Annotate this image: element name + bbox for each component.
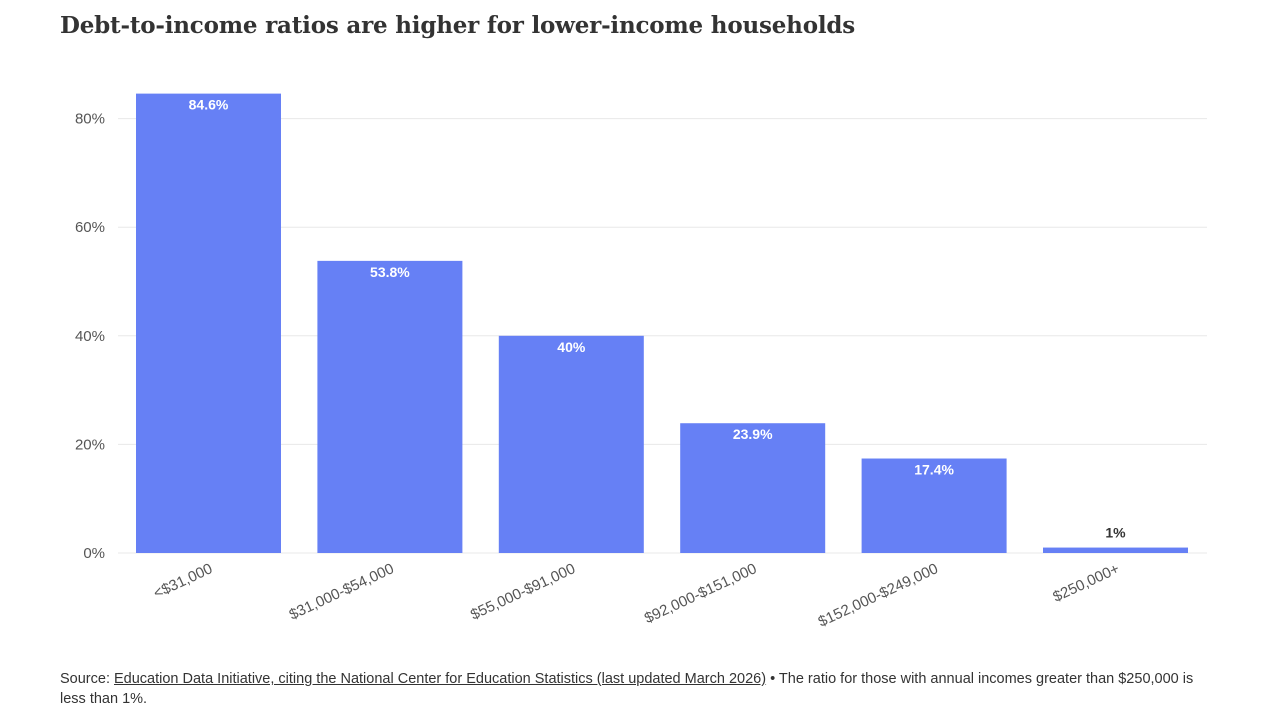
bar-value-label: 40% (557, 339, 586, 355)
y-tick-label: 20% (75, 436, 105, 453)
x-tick-label: $92,000-$151,000 (642, 560, 760, 627)
bar (680, 423, 826, 553)
x-tick-label: $250,000+ (1050, 560, 1122, 606)
bar (498, 335, 644, 553)
bar-value-labels: 84.6% 53.8% 40% 23.9% 17.4% 1% (189, 97, 1127, 541)
source-footer: Source: Education Data Initiative, citin… (60, 669, 1220, 709)
bar-value-label: 17.4% (914, 462, 954, 478)
bar-value-label: 1% (1105, 525, 1126, 541)
bar (861, 458, 1007, 553)
y-axis: 0% 20% 40% 60% 80% (75, 111, 105, 562)
bar-value-label: 84.6% (189, 97, 229, 113)
source-note: • The ratio for those with annual income… (60, 671, 1194, 707)
bar-value-label: 53.8% (370, 264, 410, 280)
gridlines (118, 118, 1207, 554)
bars (136, 93, 1188, 553)
y-tick-label: 0% (83, 545, 105, 562)
source-prefix: Source: (60, 671, 114, 687)
x-tick-label: $31,000-$54,000 (287, 560, 397, 623)
chart-title: Debt-to-income ratios are higher for low… (60, 12, 855, 39)
bar (136, 93, 281, 553)
source-link[interactable]: Education Data Initiative, citing the Na… (114, 671, 767, 687)
y-tick-label: 60% (75, 219, 105, 236)
bar-chart: 0% 20% 40% 60% 80% 84.6% 53.8% 40% 23.9% 17.4% 1%… (75, 93, 1207, 631)
x-tick-label: <$31,000 (151, 560, 215, 602)
x-axis: <$31,000 $31,000-$54,000 $55,000-$91,000 $9… (151, 560, 1122, 630)
y-tick-label: 40% (75, 328, 105, 345)
x-tick-label: $152,000-$249,000 (816, 560, 941, 630)
y-tick-label: 80% (75, 111, 105, 128)
bar-value-label: 23.9% (733, 426, 773, 442)
x-tick-label: $55,000-$91,000 (468, 560, 578, 623)
bar (317, 260, 463, 553)
bar (1043, 547, 1188, 553)
